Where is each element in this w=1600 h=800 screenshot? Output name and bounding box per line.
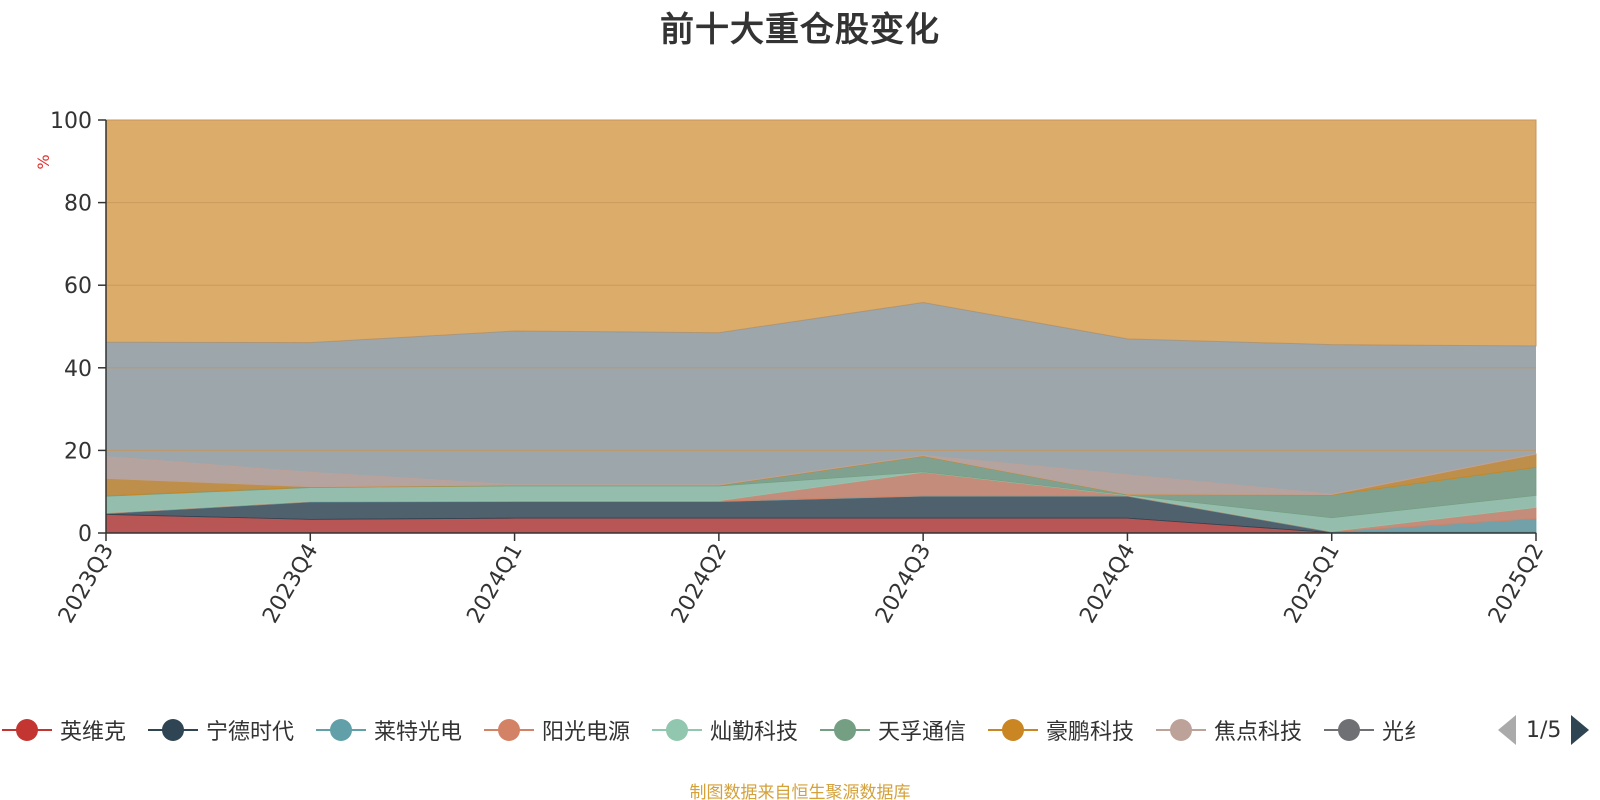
legend-marker-icon [652,712,702,748]
legend-marker-icon [988,712,1038,748]
legend-marker-icon [820,712,870,748]
legend-page-indicator: 1/5 [1526,717,1562,743]
legend-item-0[interactable]: 英维克 [2,712,126,748]
y-tick-label: 40 [64,357,92,382]
y-tick-label: 80 [64,192,92,217]
y-axis-unit: % [34,154,53,169]
legend-item-5[interactable]: 天孚通信 [820,712,966,748]
chart-legend: 英维克 宁德时代 莱特光电 阳光电源 灿勤科技 天孚通信 豪鹏科技 焦点科技 光纟 [0,712,1480,748]
area-base-holdings [106,302,1536,533]
legend-label: 莱特光电 [374,720,463,745]
y-tick-label: 100 [50,109,92,134]
x-tick-label: 2023Q3 [54,540,119,628]
legend-label: 灿勤科技 [710,720,799,745]
x-tick-label: 2024Q2 [667,540,732,628]
y-tick-label: 20 [64,439,92,464]
legend-item-8[interactable]: 光纟 [1324,712,1426,748]
legend-item-6[interactable]: 豪鹏科技 [988,712,1134,748]
legend-item-2[interactable]: 莱特光电 [316,712,462,748]
y-tick-label: 0 [78,522,92,547]
legend-marker-icon [1156,712,1206,748]
legend-next-page-icon[interactable] [1571,715,1590,745]
legend-marker-icon [1324,712,1374,748]
area-layer [105,119,1537,534]
legend-marker-icon [316,712,366,748]
stacked-area-chart: 0 20 40 60 80 100% 2023Q3 2023Q4 2024Q1 2024Q2 202… [34,109,1549,628]
legend-label: 豪鹏科技 [1046,720,1135,745]
legend-label: 天孚通信 [878,720,967,745]
x-tick-label: 2025Q1 [1280,540,1345,628]
legend-item-3[interactable]: 阳光电源 [484,712,630,748]
legend-label: 宁德时代 [206,720,295,745]
legend-prev-page-icon[interactable] [1498,715,1516,745]
legend-pager: 1/5 [1498,712,1600,748]
area-other-holdings [105,119,1537,347]
chart-title: 前十大重仓股变化 [660,10,940,50]
legend-label: 焦点科技 [1214,720,1303,745]
grid-layer [106,119,1536,451]
legend-item-7[interactable]: 焦点科技 [1156,712,1302,748]
legend-label: 光纟 [1382,720,1427,745]
legend-marker-icon [2,712,52,748]
legend-item-1[interactable]: 宁德时代 [148,712,294,748]
x-tick-label: 2024Q4 [1075,540,1140,628]
legend-marker-icon [484,712,534,748]
x-tick-label: 2023Q4 [258,540,323,628]
area-series-7 [105,453,1537,495]
legend-label: 英维克 [60,720,127,745]
source-note: 制图数据来自恒生聚源数据库 [689,783,911,800]
x-tick-label: 2024Q3 [871,540,936,628]
x-tick-label: 2025Q2 [1484,540,1549,628]
y-tick-label: 60 [64,274,92,299]
legend-marker-icon [148,712,198,748]
legend-item-4[interactable]: 灿勤科技 [652,712,798,748]
legend-label: 阳光电源 [542,720,631,745]
x-tick-label: 2024Q1 [462,540,527,628]
